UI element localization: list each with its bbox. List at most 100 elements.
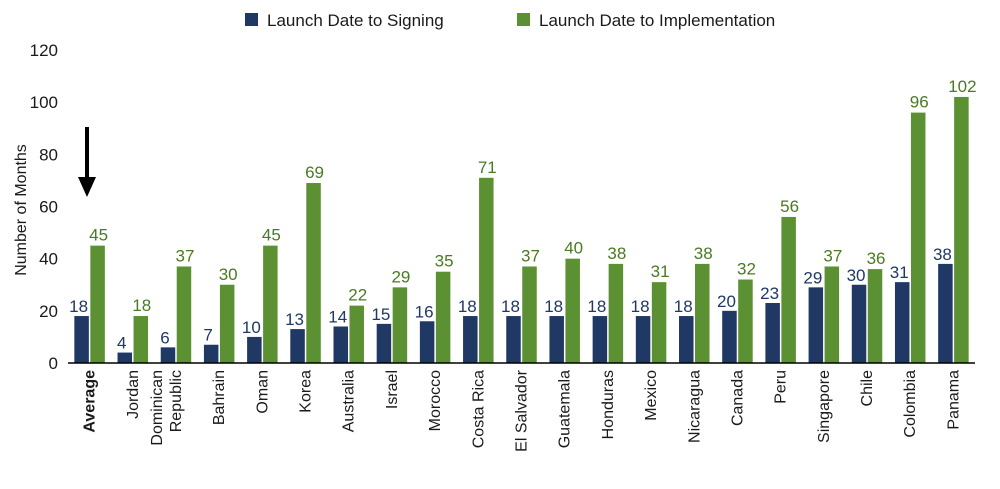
x-category-label: Dominican Republic: [149, 370, 185, 446]
y-tick-label: 20: [39, 302, 58, 321]
bar-signing: [117, 352, 133, 363]
average-marker: [78, 127, 96, 197]
bar-signing: [938, 263, 953, 363]
x-category-label: Mexico: [643, 370, 660, 421]
bars: [74, 96, 969, 363]
bar-signing: [506, 316, 521, 363]
data-label-implementation: 45: [262, 226, 281, 245]
data-label-signing: 7: [203, 326, 212, 345]
x-category-text: Canada: [729, 370, 746, 426]
data-label-implementation: 96: [910, 93, 929, 112]
data-label-implementation: 38: [607, 244, 626, 263]
data-label-signing: 30: [847, 266, 866, 285]
x-category-label: Korea: [298, 370, 315, 413]
data-label-signing: 18: [69, 297, 88, 316]
x-category-label: Israel: [384, 370, 401, 409]
bar-implementation: [522, 266, 537, 363]
data-label-implementation: 22: [348, 286, 367, 305]
bar-signing: [851, 284, 867, 363]
x-category-label: Bahrain: [211, 370, 228, 425]
x-category-text: Nicaragua: [686, 370, 703, 443]
data-label-signing: 18: [631, 297, 650, 316]
x-category-label: Morocco: [427, 370, 444, 431]
x-category-text: Oman: [254, 370, 271, 414]
x-category-text: Israel: [384, 370, 401, 409]
bar-signing: [679, 316, 694, 363]
data-label-implementation: 32: [737, 260, 756, 279]
bar-implementation: [435, 271, 451, 363]
bar-signing: [160, 347, 176, 363]
data-label-signing: 18: [458, 297, 477, 316]
bar-implementation: [349, 305, 364, 363]
down-arrow-icon: [78, 127, 96, 197]
y-tick-label: 40: [39, 250, 58, 269]
data-label-implementation: 35: [435, 252, 454, 271]
bar-signing: [419, 321, 435, 363]
x-category-text: Republic: [168, 370, 185, 432]
legend-label: Launch Date to Implementation: [539, 11, 775, 30]
data-label-implementation: 36: [867, 249, 886, 268]
data-label-implementation: 56: [780, 197, 799, 216]
bar-implementation: [910, 112, 926, 363]
bar-implementation: [219, 284, 235, 363]
data-label-signing: 4: [117, 334, 126, 353]
x-category-label: Oman: [254, 370, 271, 414]
y-tick-label: 100: [30, 93, 58, 112]
bar-implementation: [392, 287, 408, 363]
x-category-label: Peru: [773, 370, 790, 404]
data-label-implementation: 37: [176, 246, 195, 265]
data-label-signing: 31: [890, 263, 909, 282]
x-category-label: Costa Rica: [470, 370, 487, 448]
data-label-implementation: 30: [219, 265, 238, 284]
data-label-signing: 15: [371, 305, 390, 324]
y-tick-label: 80: [39, 145, 58, 164]
bar-signing: [765, 303, 780, 363]
data-label-signing: 18: [587, 297, 606, 316]
x-category-text: Mexico: [643, 370, 660, 421]
bar-signing: [808, 287, 824, 363]
data-label-implementation: 37: [521, 246, 540, 265]
x-category-text: Korea: [298, 370, 315, 413]
x-category-text: Honduras: [600, 370, 617, 439]
y-tick-label: 60: [39, 198, 58, 217]
bar-implementation: [695, 263, 710, 363]
bar-implementation: [954, 96, 969, 363]
x-category-text: Singapore: [816, 370, 833, 443]
x-category-label: Singapore: [816, 370, 833, 443]
data-label-signing: 23: [760, 284, 779, 303]
bar-implementation: [824, 266, 840, 363]
bar-signing: [333, 326, 348, 363]
y-tick-label: 120: [30, 41, 58, 60]
x-category-label: Canada: [729, 370, 746, 426]
x-category-text: Bahrain: [211, 370, 228, 425]
data-label-implementation: 31: [651, 262, 670, 281]
data-label-signing: 18: [674, 297, 693, 316]
data-label-signing: 13: [285, 310, 304, 329]
bar-implementation: [263, 245, 278, 363]
x-category-label: Panama: [945, 370, 962, 430]
y-tick-label: 0: [49, 354, 58, 373]
x-category-label: Colombia: [902, 370, 919, 438]
data-label-signing: 18: [544, 297, 563, 316]
y-axis-ticks: 0 20 40 60 80 100 120: [30, 41, 58, 373]
bar-signing: [376, 323, 392, 363]
data-label-signing: 29: [803, 268, 822, 287]
data-label-implementation: 18: [132, 296, 151, 315]
legend-swatch: [517, 13, 530, 26]
bar-signing: [74, 316, 89, 363]
x-category-text: Colombia: [902, 370, 919, 438]
bar-implementation: [738, 279, 753, 363]
data-label-signing: 38: [933, 245, 952, 264]
x-category-label: Jordan: [125, 370, 142, 419]
x-axis-categories: Average Jordan Dominican Republic Bahrain Oma…: [82, 369, 963, 451]
data-label-signing: 18: [501, 297, 520, 316]
x-category-text: Australia: [341, 370, 358, 432]
x-category-text: Dominican: [149, 370, 166, 446]
x-category-text: Morocco: [427, 370, 444, 431]
bar-implementation: [867, 269, 883, 363]
bar-implementation: [306, 183, 321, 363]
x-category-text: Guatemala: [557, 370, 574, 448]
bar-signing: [203, 344, 219, 363]
bar-signing: [635, 316, 651, 363]
